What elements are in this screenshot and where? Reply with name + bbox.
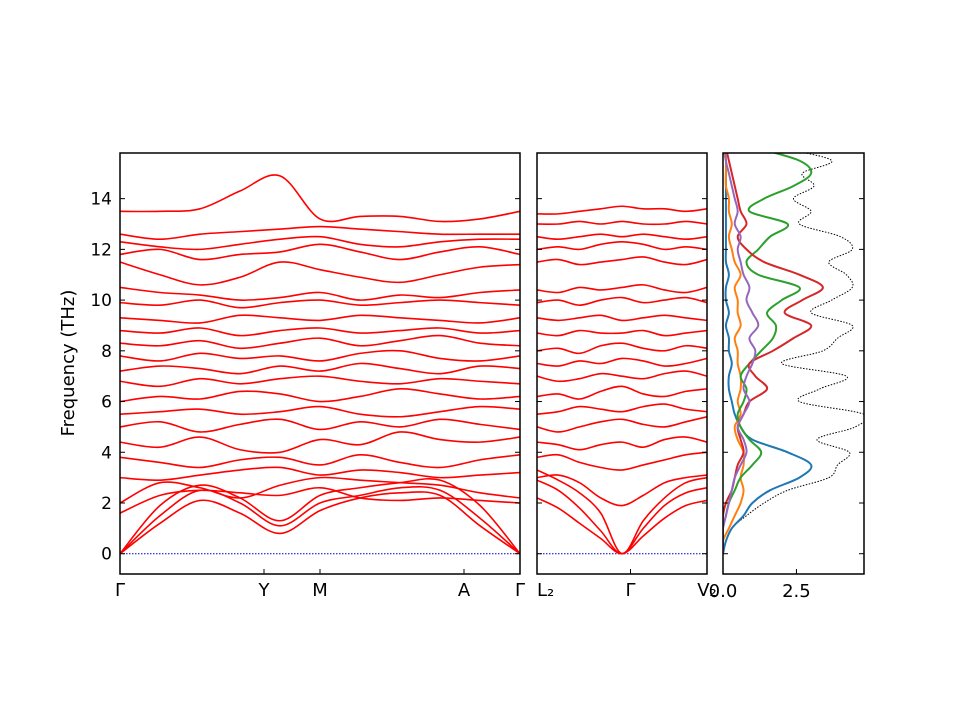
x-tick-label: M	[312, 580, 328, 601]
branch-7	[120, 453, 520, 469]
branch-7	[537, 415, 707, 433]
x-tick-label: A	[458, 580, 471, 601]
branch-18	[120, 299, 520, 309]
dos-curve-4	[723, 153, 813, 554]
branch-10	[537, 370, 707, 383]
x-axis-ticks: 0.0 2.5	[709, 569, 811, 602]
branch-4	[120, 486, 520, 514]
branch-12	[120, 375, 520, 388]
branch-2	[120, 486, 520, 555]
plot-frame	[536, 152, 708, 575]
phonon-branches	[120, 174, 520, 555]
branch-11	[120, 388, 520, 403]
branch-1	[120, 491, 520, 555]
y-tick-label: 14	[90, 190, 112, 210]
y-tick-label: 2	[101, 494, 112, 514]
x-tick-label: Γ	[515, 580, 525, 601]
branch-9	[120, 418, 520, 433]
y-tick-label: 12	[90, 240, 112, 260]
y-tick-label: 8	[101, 342, 112, 362]
y-tick-label: 10	[90, 291, 112, 311]
branch-17	[537, 256, 707, 266]
x-tick-label: 2.5	[782, 581, 811, 602]
branch-14	[537, 314, 707, 322]
branch-2	[537, 479, 707, 555]
dos-curve-2	[723, 153, 813, 554]
phonon-branches	[537, 205, 707, 555]
branch-16	[120, 327, 520, 337]
y-axis-ticks	[723, 198, 864, 555]
branch-23	[120, 225, 520, 241]
branch-21	[120, 243, 520, 261]
y-tick-label: 4	[101, 443, 112, 463]
y-axis-ticks	[537, 198, 707, 555]
branch-6	[537, 436, 707, 451]
y-axis-label: Frequency (THz)	[58, 290, 79, 437]
x-tick-label: Γ	[625, 580, 635, 601]
x-tick-label: Γ	[115, 580, 125, 601]
branch-20	[120, 261, 520, 286]
branch-3	[537, 469, 707, 555]
branch-17	[120, 314, 520, 324]
branch-15	[120, 334, 520, 350]
branch-20	[537, 220, 707, 226]
branch-12	[537, 342, 707, 355]
dos-curves	[723, 153, 864, 554]
branch-13	[537, 329, 707, 337]
branch-5	[537, 451, 707, 471]
x-axis-ticks: L₂ Γ V₂	[536, 569, 717, 601]
band-panel-2: L₂ Γ V₂	[536, 152, 717, 601]
branch-6	[120, 466, 520, 481]
branch-19	[537, 233, 707, 241]
branch-11	[537, 357, 707, 367]
x-tick-label: V₂	[697, 580, 717, 601]
branch-21	[537, 205, 707, 215]
branch-19	[120, 286, 520, 301]
branch-4	[537, 474, 707, 507]
branch-16	[537, 284, 707, 294]
branch-18	[537, 240, 707, 251]
branch-8	[537, 403, 707, 416]
dos-curve-1	[723, 153, 864, 554]
branch-24	[120, 174, 520, 223]
branch-9	[537, 385, 707, 400]
y-axis-ticks: 0 2 4 6 8 10 12 14	[90, 190, 520, 565]
branch-15	[537, 296, 707, 306]
dos-curve-6	[723, 153, 760, 554]
dos-curve-3	[723, 153, 746, 554]
band-panel-1: 0 2 4 6 8 10 12 14 Γ Y M A Γ Frequency (THz)	[58, 152, 525, 601]
plot-frame	[722, 152, 865, 575]
branch-14	[120, 349, 520, 362]
x-tick-label: 0.0	[709, 581, 738, 602]
branch-8	[120, 431, 520, 454]
dos-panel: 0.0 2.5	[709, 152, 865, 602]
dos-curve-5	[723, 153, 824, 554]
y-tick-label: 6	[101, 393, 112, 413]
branch-3	[120, 477, 520, 555]
branch-5	[120, 476, 520, 504]
y-tick-label: 0	[101, 545, 112, 565]
branch-13	[120, 362, 520, 375]
branch-22	[120, 235, 520, 251]
branch-10	[120, 405, 520, 418]
x-tick-label: Y	[258, 580, 271, 601]
x-tick-label: L₂	[537, 580, 554, 601]
